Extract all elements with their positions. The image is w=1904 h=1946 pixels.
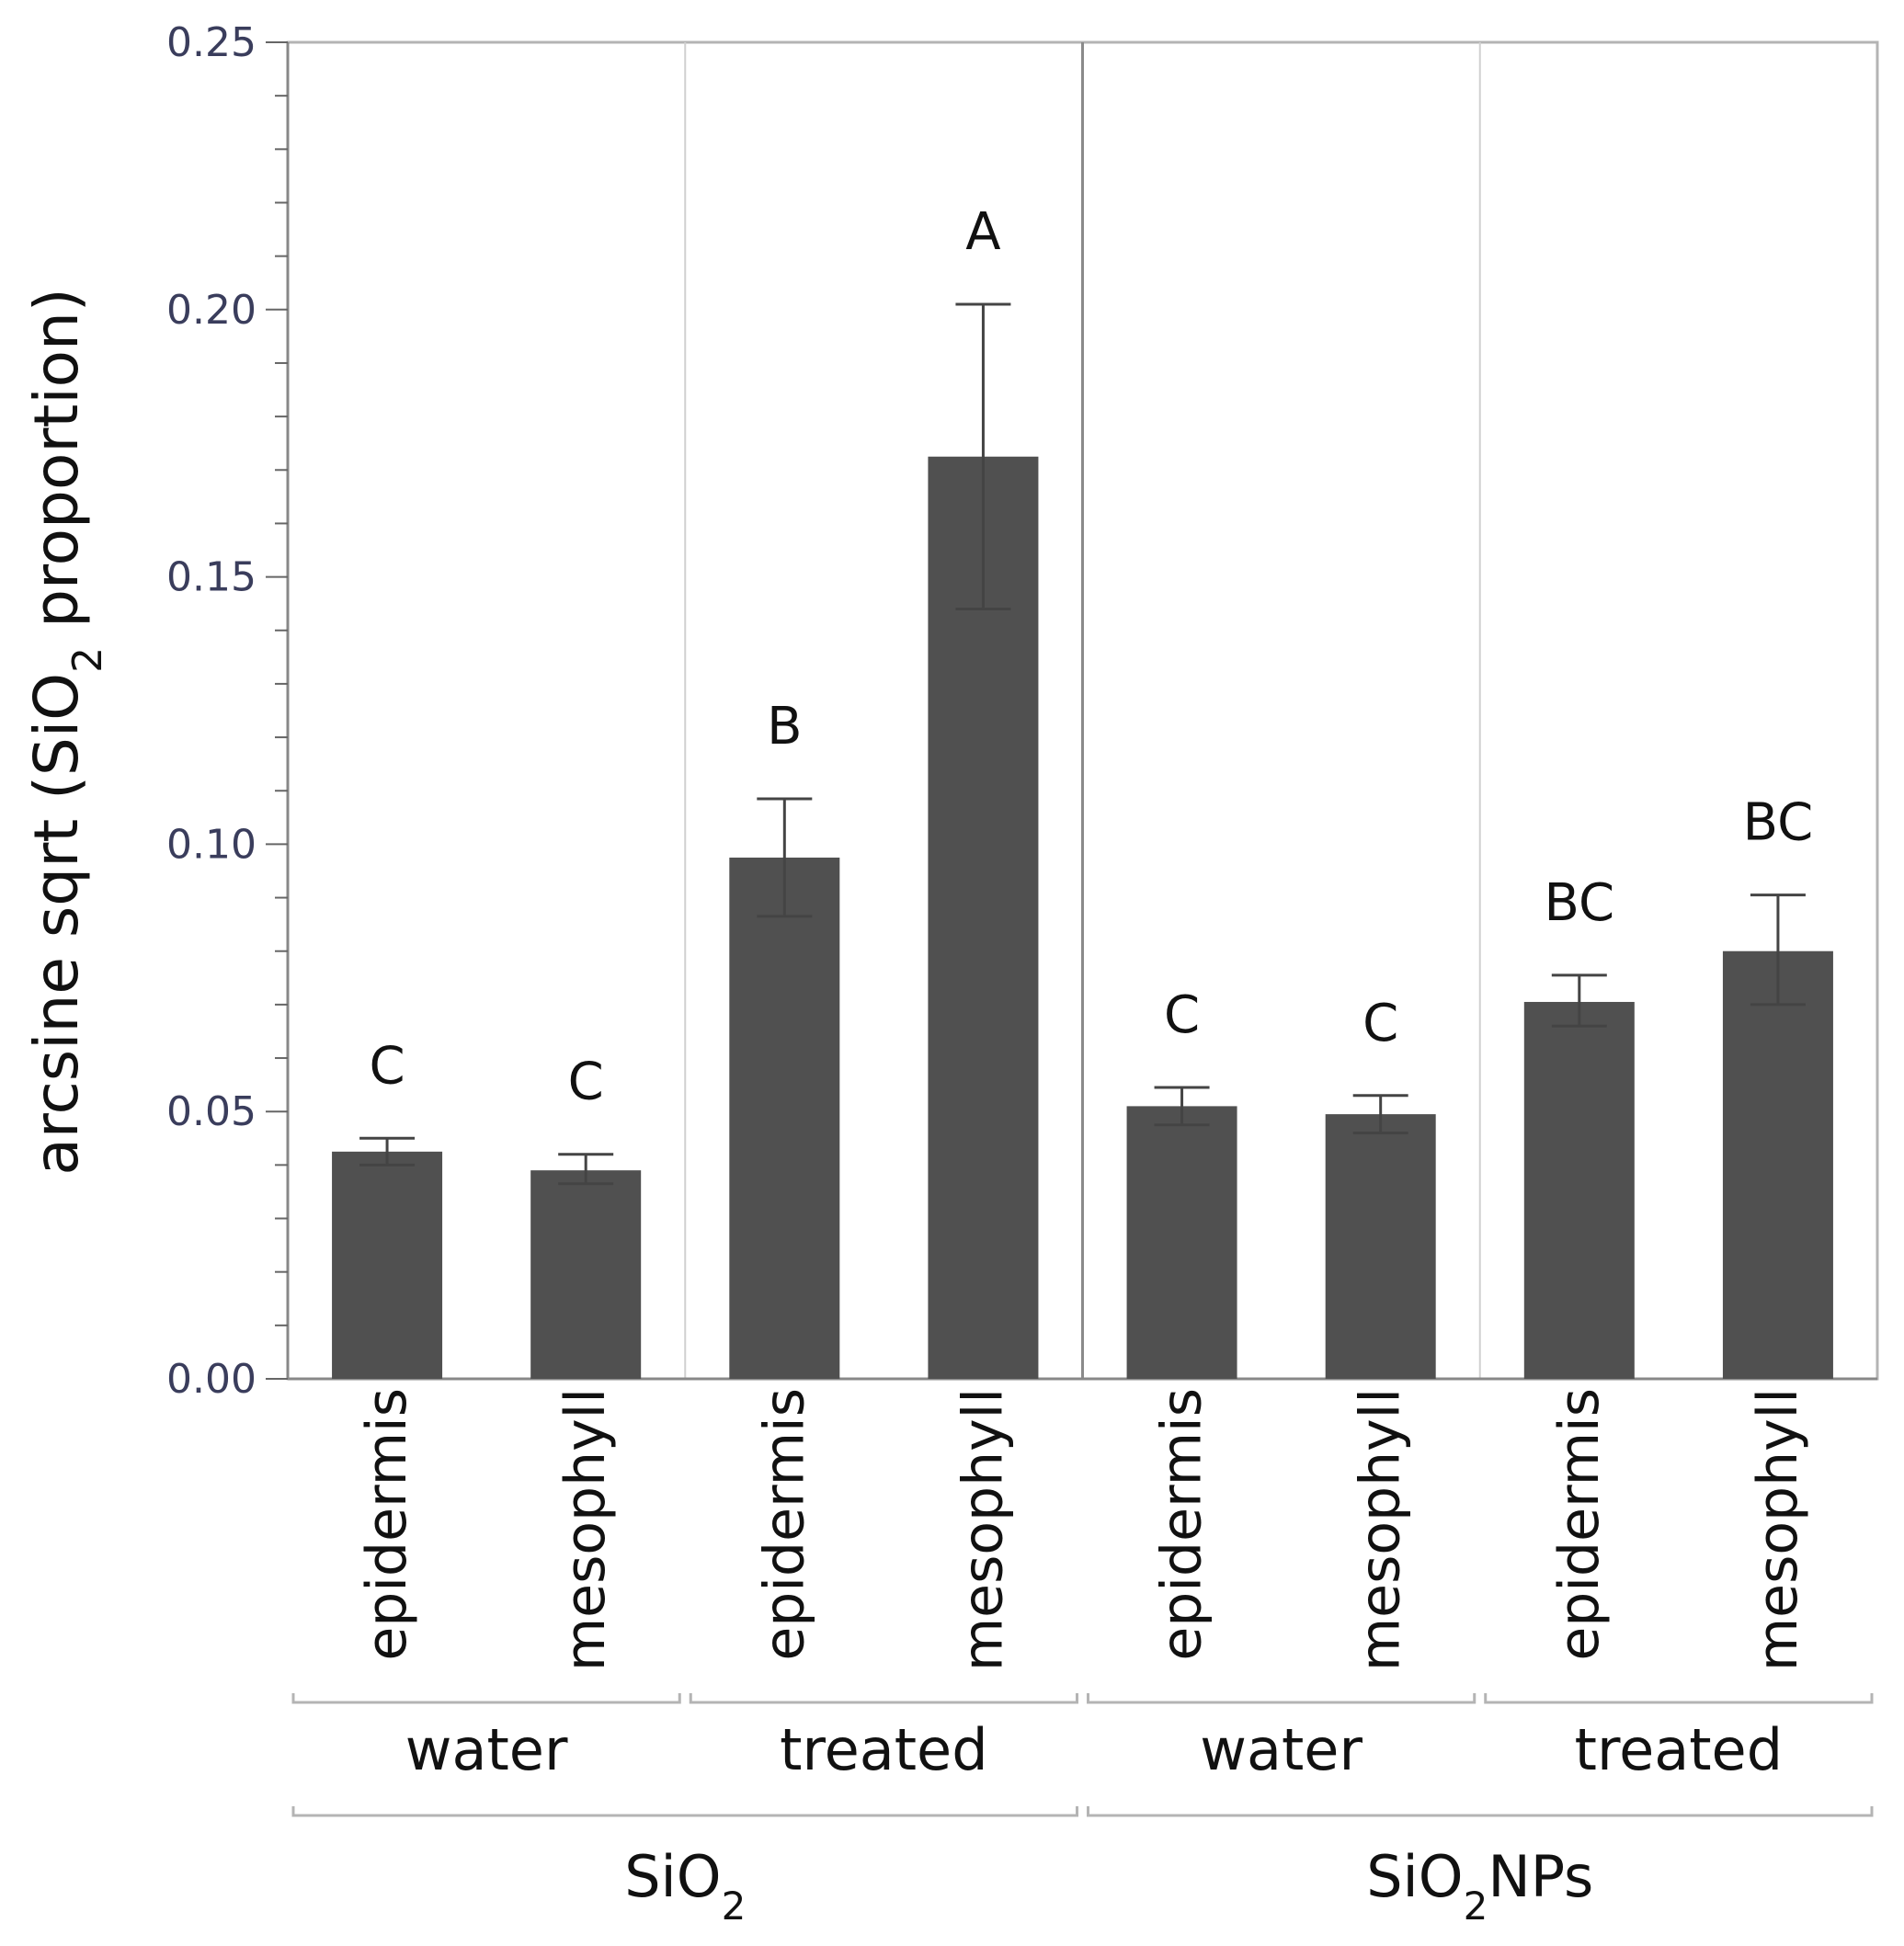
group-label-subscript: 2 [1464, 1883, 1488, 1929]
category-label: epidermis [752, 1388, 816, 1661]
group-bracket [291, 1806, 1078, 1817]
bar-mesophyll [530, 1170, 642, 1379]
subgroup-bracket [1087, 1693, 1476, 1704]
group-label-subscript: 2 [722, 1883, 747, 1929]
subgroup-label: water [1200, 1716, 1362, 1783]
group-bracket [1087, 1806, 1874, 1817]
category-label: mesophyll [1746, 1388, 1810, 1671]
y-tick-label: 0.15 [166, 554, 257, 601]
x-category-labels: epidermis mesophyll epidermis mesophyll epid… [355, 1388, 1810, 1671]
significance-letter: BC [1545, 873, 1615, 933]
y-tick-label: 0.10 [166, 821, 257, 868]
category-label: epidermis [1547, 1388, 1612, 1661]
y-axis-label-tail: proportion) [21, 288, 92, 647]
y-axis-label-subscript: 2 [64, 647, 111, 673]
group-label: SiO2NPs [1366, 1843, 1593, 1929]
bar-mesophyll [1722, 950, 1833, 1379]
category-label: epidermis [1150, 1388, 1214, 1661]
error-bars [359, 302, 1806, 1186]
group-label: SiO2 [624, 1843, 746, 1929]
significance-letter: B [767, 697, 802, 757]
significance-letter: A [965, 202, 1000, 262]
subgroup-label: treated [780, 1716, 987, 1783]
significance-letter: C [1164, 985, 1200, 1045]
group-dividers [684, 42, 1481, 1379]
category-label: epidermis [355, 1388, 419, 1661]
y-axis-label: arcsine sqrt (SiO2 proportion) [21, 288, 111, 1175]
y-tick-label: 0.05 [166, 1088, 257, 1135]
y-tick-label: 0.00 [166, 1356, 257, 1403]
category-label: mesophyll [1349, 1388, 1413, 1671]
significance-letter: C [568, 1053, 604, 1112]
bar-epidermis [1126, 1106, 1237, 1379]
bar-epidermis [332, 1151, 443, 1379]
y-axis-label-main: arcsine sqrt (SiO [21, 673, 92, 1176]
bar-epidermis [1523, 1001, 1635, 1379]
subgroup-label: water [405, 1716, 568, 1783]
bar-epidermis [729, 857, 840, 1379]
subgroup-bracket [1484, 1693, 1874, 1704]
group-label-tail: NPs [1488, 1843, 1593, 1910]
group-label-main: SiO [1366, 1843, 1463, 1910]
subgroup-label: treated [1575, 1716, 1783, 1783]
category-label: mesophyll [553, 1388, 618, 1671]
bar-mesophyll [1325, 1114, 1436, 1379]
group-label-main: SiO [624, 1843, 721, 1910]
subgroup-bracket [291, 1693, 681, 1704]
significance-letter: C [370, 1036, 405, 1096]
significance-letters: C C B A C C BC BC [370, 202, 1814, 1112]
y-tick-label: 0.25 [166, 19, 257, 66]
subgroup-bracket [689, 1693, 1078, 1704]
category-label: mesophyll [951, 1388, 1015, 1671]
significance-letter: C [1362, 994, 1398, 1053]
significance-letter: BC [1743, 793, 1814, 853]
y-tick-label: 0.20 [166, 287, 257, 334]
